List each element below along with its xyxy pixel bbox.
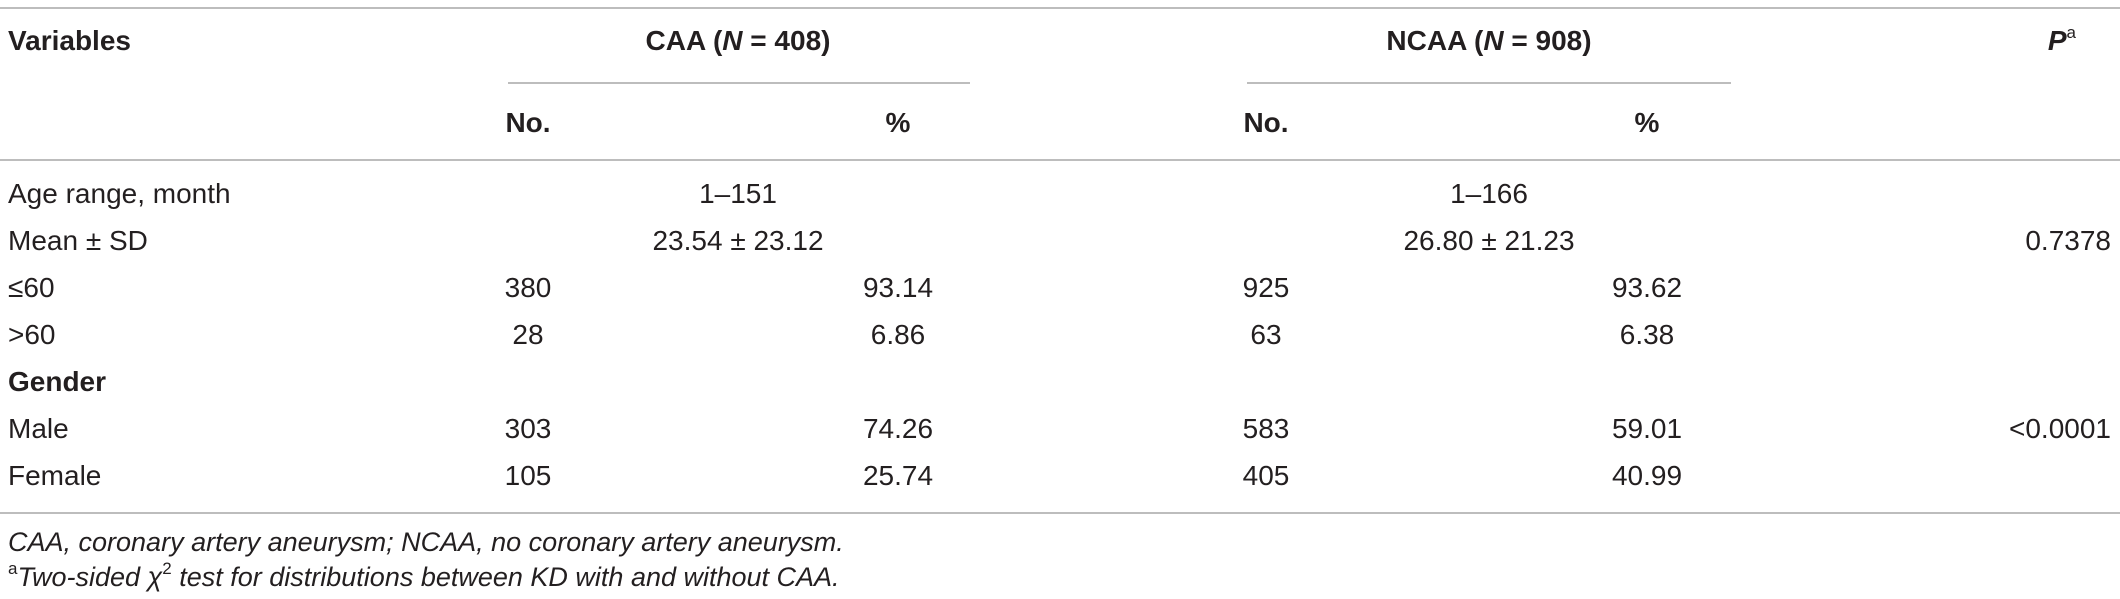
caa-no-value: 28 — [512, 319, 544, 350]
row-label: Female — [8, 460, 102, 491]
row-label: >60 — [8, 319, 56, 350]
table-top-rule — [0, 7, 2120, 9]
ncaa-no-value: 925 — [1242, 272, 1290, 303]
ncaa-pct-value: 40.99 — [1611, 460, 1683, 491]
column-header-variables: Variables — [8, 25, 131, 56]
ncaa-pct-value: 59.01 — [1611, 413, 1683, 444]
column-header-caa: CAA (N = 408) — [645, 25, 831, 56]
ncaa-span-value: 1–166 — [1450, 178, 1528, 209]
caa-span-value: 1–151 — [699, 178, 777, 209]
ncaa-no-value: 583 — [1242, 413, 1290, 444]
ncaa-span-value: 26.80 ± 21.23 — [1403, 225, 1575, 256]
column-header-ncaa-pct: % — [1634, 107, 1660, 138]
caa-no-value: 105 — [504, 460, 552, 491]
ncaa-no-value: 63 — [1250, 319, 1282, 350]
ncaa-pct-value: 6.38 — [1619, 319, 1675, 350]
caa-no-value: 303 — [504, 413, 552, 444]
row-label: ≤60 — [8, 272, 55, 303]
caa-no-value: 380 — [504, 272, 552, 303]
row-label: Age range, month — [8, 178, 231, 209]
footnote-abbreviations: CAA, coronary artery aneurysm; NCAA, no … — [8, 527, 844, 557]
column-header-ncaa-no: No. — [1243, 107, 1289, 138]
header-bottom-rule — [0, 159, 2120, 161]
caa-pct-value: 74.26 — [862, 413, 934, 444]
column-header-caa-pct: % — [885, 107, 911, 138]
ncaa-header-underline — [1247, 82, 1731, 84]
caa-pct-value: 93.14 — [862, 272, 934, 303]
row-label: Male — [8, 413, 69, 444]
table-bottom-rule — [0, 512, 2120, 514]
caa-span-value: 23.54 ± 23.12 — [652, 225, 824, 256]
column-header-p: Pa — [2047, 23, 2076, 56]
ncaa-pct-value: 93.62 — [1611, 272, 1683, 303]
section-label: Gender — [8, 366, 107, 397]
caa-pct-value: 6.86 — [870, 319, 926, 350]
column-header-ncaa: NCAA (N = 908) — [1386, 25, 1592, 56]
ncaa-no-value: 405 — [1242, 460, 1290, 491]
caa-header-underline — [508, 82, 970, 84]
column-header-caa-no: No. — [505, 107, 551, 138]
p-value: 0.7378 — [2025, 225, 2111, 256]
p-value: <0.0001 — [2009, 413, 2111, 444]
footnote-a: aTwo-sided χ2 test for distributions bet… — [8, 559, 840, 592]
row-label: Mean ± SD — [8, 225, 148, 256]
caa-pct-value: 25.74 — [862, 460, 934, 491]
